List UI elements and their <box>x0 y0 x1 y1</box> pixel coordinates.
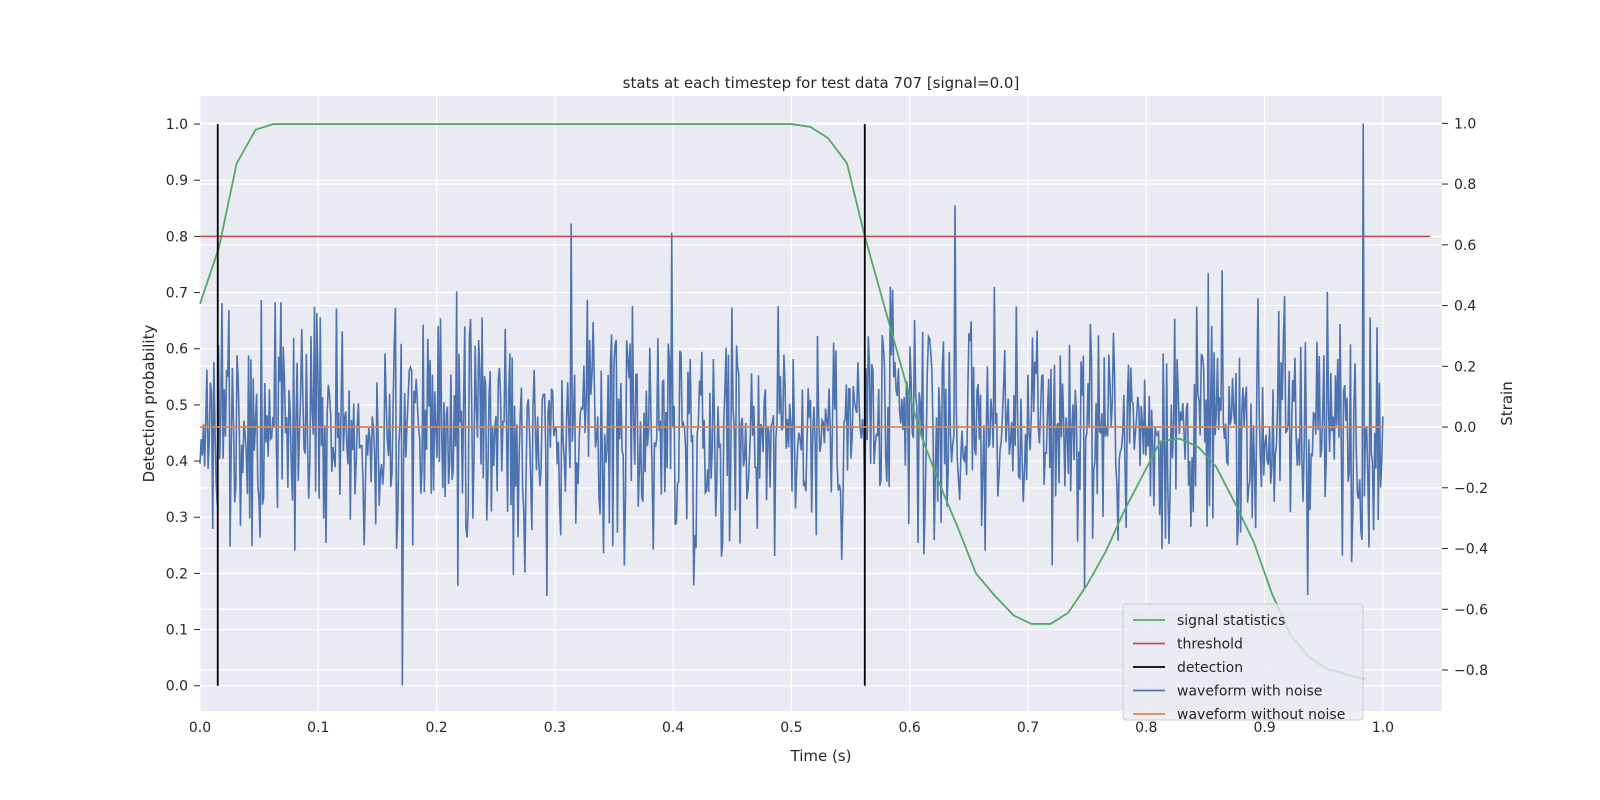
y2-tick-label: 0.4 <box>1454 299 1476 315</box>
x-tick-label: 0.1 <box>307 720 329 736</box>
legend-label: signal statistics <box>1177 613 1285 629</box>
y-tick-label: 0.7 <box>166 286 188 302</box>
y2-tick-label: −0.2 <box>1454 481 1488 497</box>
y-tick-label: 1.0 <box>166 117 188 133</box>
x-axis: 0.0 0.1 0.2 0.3 0.4 0.5 0.6 0.7 0.8 0.9 1.0 <box>189 720 1394 736</box>
legend-label: waveform with noise <box>1177 684 1322 700</box>
y2-tick-label: −0.6 <box>1454 602 1488 618</box>
y2-tick-label: −0.8 <box>1454 663 1488 679</box>
legend-label: threshold <box>1177 637 1243 653</box>
y2-tick-label: 0.8 <box>1454 177 1476 193</box>
y2-tick-label: 1.0 <box>1454 116 1476 132</box>
y-tick-label: 0.0 <box>166 679 188 695</box>
x-tick-label: 0.5 <box>780 720 802 736</box>
y-axis-right: −0.8 −0.6 −0.4 −0.2 0.0 0.2 0.4 0.6 0.8 1.0 <box>1442 116 1488 679</box>
y2-axis-label: Strain <box>1498 381 1516 425</box>
y-tick-label: 0.3 <box>166 510 188 526</box>
y-axis-label: Detection probability <box>140 325 158 483</box>
x-tick-label: 0.4 <box>662 720 684 736</box>
y2-tick-label: 0.0 <box>1454 420 1476 436</box>
waveform-with-noise <box>199 123 1384 686</box>
y-tick-label: 0.9 <box>166 173 188 189</box>
signal-statistics <box>199 123 1365 680</box>
detection <box>216 124 866 686</box>
y-tick-label: 0.6 <box>166 342 188 358</box>
legend: signal statistics threshold detection wavef… <box>1122 603 1364 723</box>
waveform-with-noise-line <box>199 123 1384 686</box>
x-tick-label: 0.2 <box>425 720 447 736</box>
legend-label: waveform without noise <box>1177 707 1345 723</box>
x-tick-label: 0.7 <box>1017 720 1039 736</box>
y2-tick-label: 0.6 <box>1454 238 1476 254</box>
x-axis-label: Time (s) <box>790 747 852 765</box>
legend-box <box>1122 603 1364 721</box>
y-tick-label: 0.8 <box>166 229 188 245</box>
x-tick-label: 0.6 <box>899 720 921 736</box>
x-tick-label: 0.8 <box>1135 720 1157 736</box>
y-tick-label: 0.1 <box>166 623 188 639</box>
y-tick-label: 0.5 <box>166 398 188 414</box>
y-axis-left: 0.0 0.1 0.2 0.3 0.4 0.5 0.6 0.7 0.8 0.9 1.0 <box>166 117 200 695</box>
y2-tick-label: −0.4 <box>1454 542 1488 558</box>
chart-title: stats at each timestep for test data 707… <box>623 74 1020 92</box>
signal-statistics-line <box>199 123 1365 680</box>
x-tick-label: 0.9 <box>1253 720 1275 736</box>
y2-tick-label: 0.2 <box>1454 359 1476 375</box>
x-tick-label: 1.0 <box>1372 720 1394 736</box>
x-tick-label: 0.3 <box>544 720 566 736</box>
y-tick-label: 0.4 <box>166 454 188 470</box>
y-tick-label: 0.2 <box>166 566 188 582</box>
x-tick-label: 0.0 <box>189 720 211 736</box>
legend-label: detection <box>1177 660 1243 676</box>
